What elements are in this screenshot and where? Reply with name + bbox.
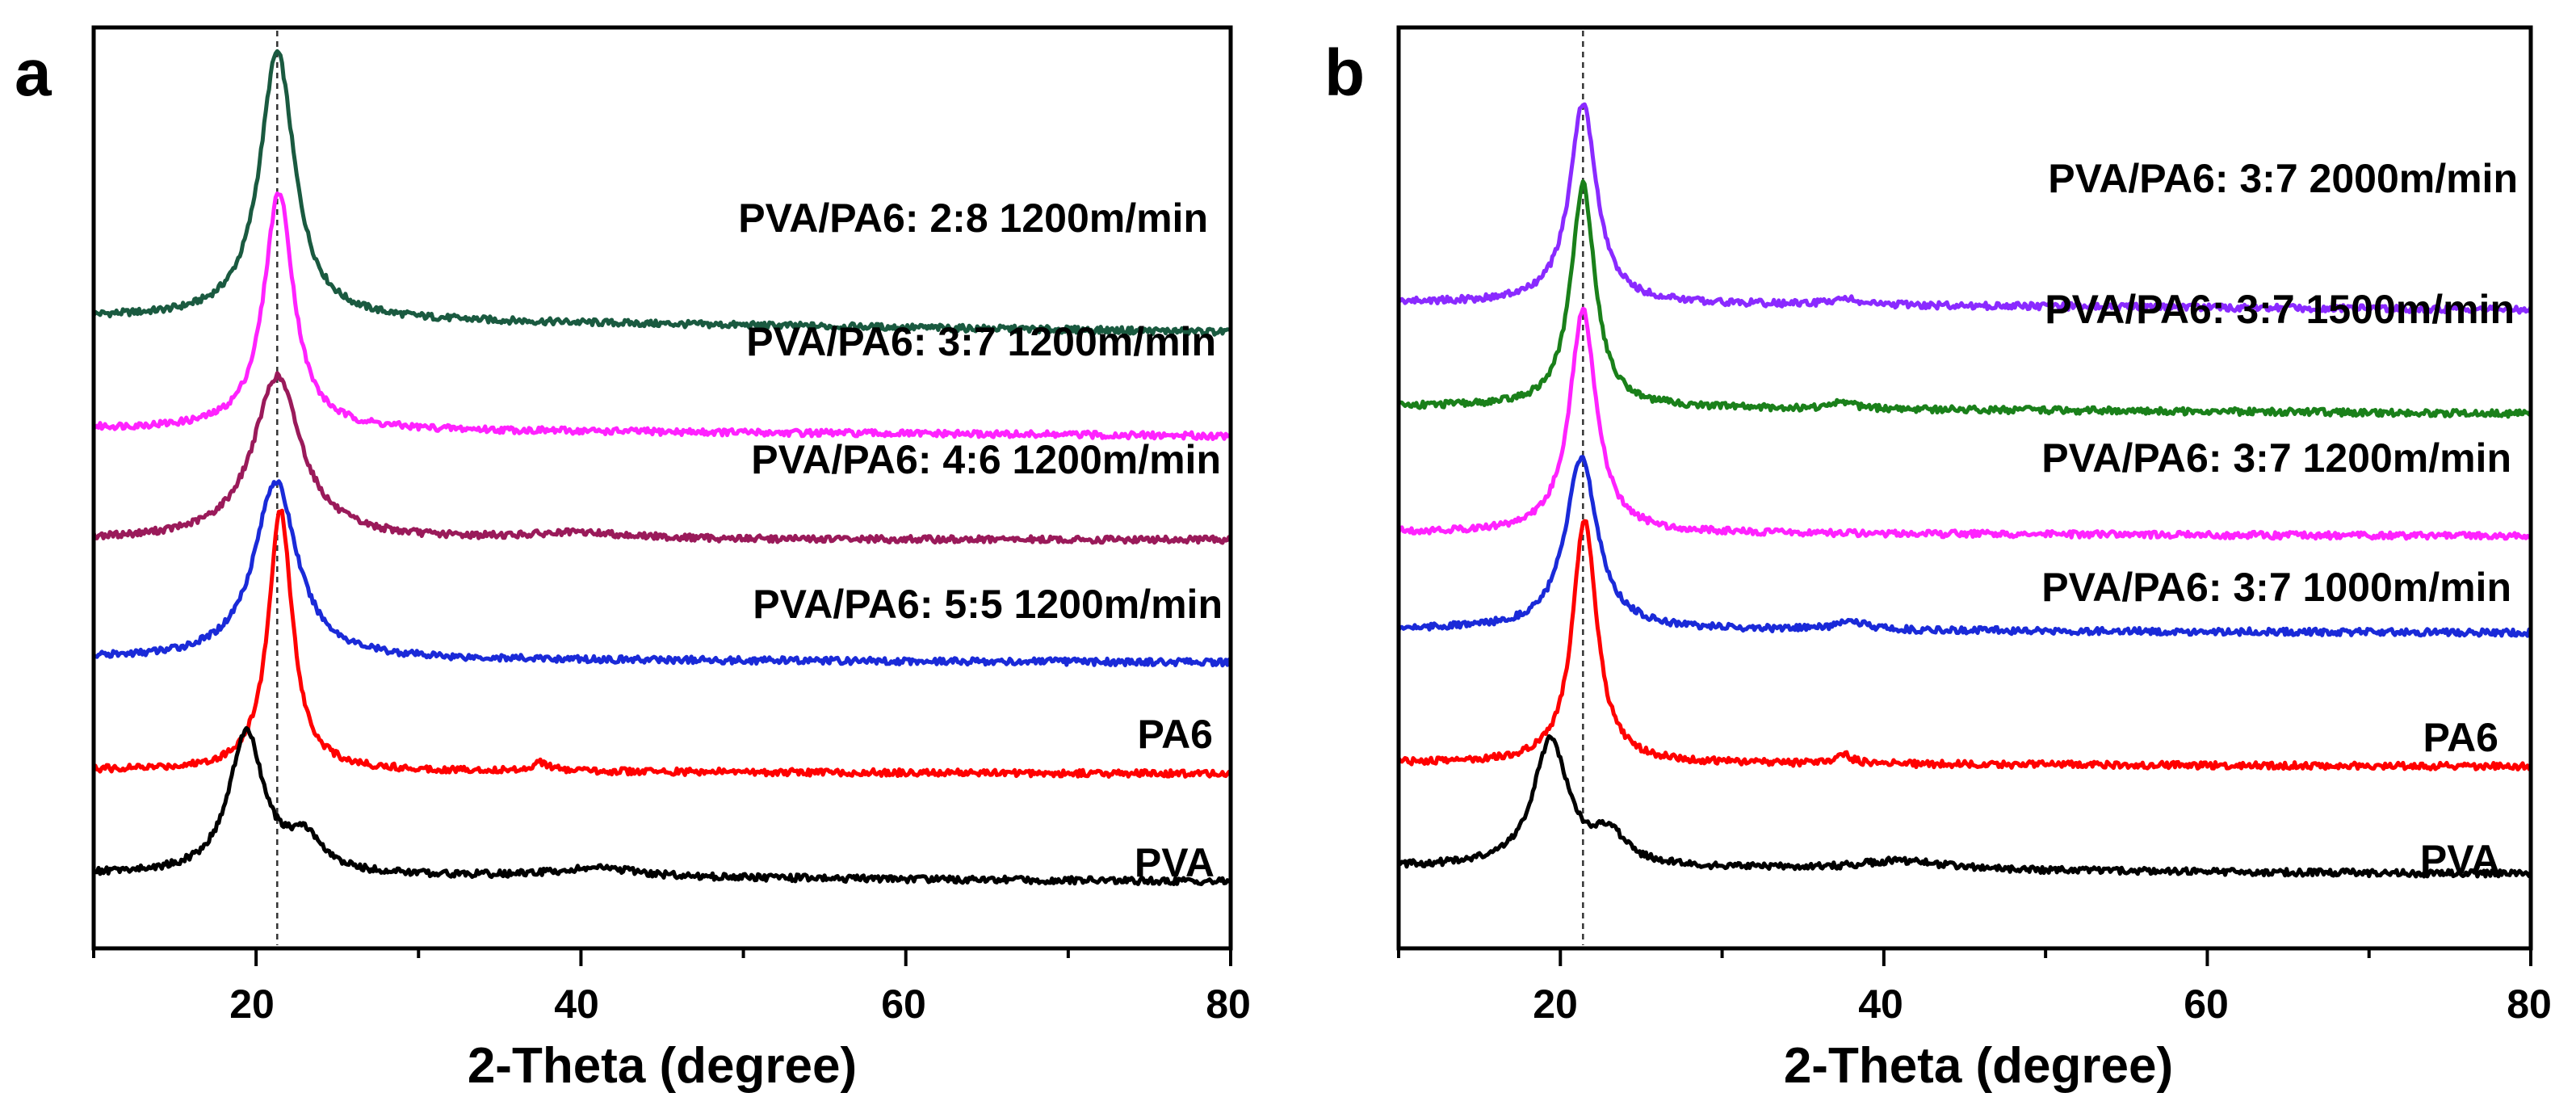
series-line-b-5 (1397, 733, 2533, 879)
panel-b: b PVA/PA6: 3:7 2000m/min PVA/PA6: 3:7 15… (1324, 25, 2552, 1094)
series-line-b-1 (1397, 179, 2532, 419)
curve-label-4-6-1200: PVA/PA6: 4:6 1200m/min (751, 437, 1221, 482)
x-tick-label-80: 80 (1206, 981, 1251, 1027)
curve-label-2-8-1200: PVA/PA6: 2:8 1200m/min (738, 195, 1208, 241)
series-line-b-2 (1396, 306, 2532, 541)
x-tick-label-60-b: 60 (2184, 981, 2229, 1027)
curve-label-3-7-1200-b: PVA/PA6: 3:7 1200m/min (2041, 435, 2511, 481)
curve-label-5-5-1200: PVA/PA6: 5:5 1200m/min (753, 582, 1223, 627)
x-tick-label-80-b: 80 (2507, 981, 2552, 1027)
series-line-a-2 (91, 371, 1233, 545)
series-line-b-3 (1396, 455, 2533, 638)
x-tick-label-60: 60 (881, 981, 926, 1027)
x-axis-title-b: 2-Theta (degree) (1784, 1038, 2173, 1094)
series-layer-b (1396, 102, 2533, 879)
x-tick-label-20-b: 20 (1533, 981, 1578, 1027)
series-line-b-0 (1397, 102, 2533, 315)
series-line-a-5 (92, 725, 1231, 886)
x-ticks-a (92, 948, 1232, 966)
x-ticks-b (1397, 948, 2532, 966)
curve-label-3-7-1200: PVA/PA6: 3:7 1200m/min (746, 319, 1216, 364)
series-line-a-4 (92, 508, 1233, 779)
curve-label-pa6-b: PA6 (2423, 715, 2498, 760)
series-line-a-1 (92, 191, 1231, 441)
series-line-a-3 (93, 479, 1232, 668)
series-line-a-0 (91, 48, 1232, 337)
curve-label-3-7-1000: PVA/PA6: 3:7 1000m/min (2041, 565, 2511, 610)
plot-frame-a (91, 25, 1233, 951)
x-tick-label-40: 40 (554, 981, 599, 1027)
x-tick-label-20: 20 (229, 981, 275, 1027)
x-axis-title-a: 2-Theta (degree) (468, 1038, 857, 1094)
x-tick-label-40-b: 40 (1858, 981, 1903, 1027)
curve-label-3-7-2000: PVA/PA6: 3:7 2000m/min (2048, 156, 2518, 201)
curve-label-pva-b: PVA (2420, 837, 2500, 882)
plot-frame-b (1396, 25, 2533, 951)
panel-letter-a: a (15, 36, 52, 110)
panel-letter-b: b (1324, 36, 1365, 110)
series-line-b-4 (1396, 519, 2533, 771)
curve-label-pva: PVA (1135, 840, 1215, 885)
panel-a: a PVA/PA6: 2:8 1200m/min PVA/PA6: 3:7 12… (15, 25, 1251, 1094)
series-layer-a (91, 48, 1233, 886)
curve-label-3-7-1500: PVA/PA6: 3:7 1500m/min (2045, 287, 2515, 332)
curve-label-pa6: PA6 (1137, 712, 1213, 757)
